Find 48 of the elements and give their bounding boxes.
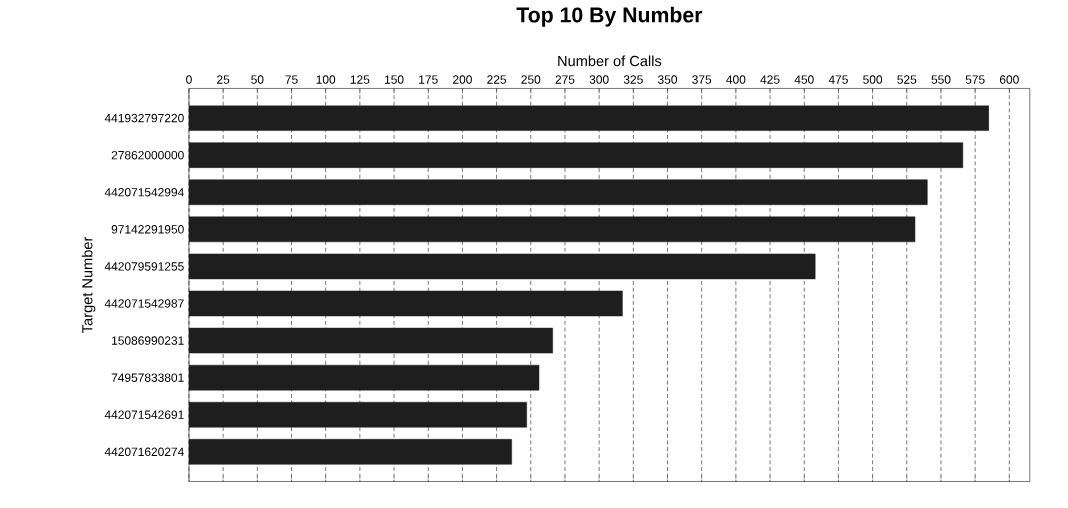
- x-tick-label: 250: [521, 75, 541, 84]
- x-tick-label: 450: [794, 75, 814, 84]
- chart-title: Top 10 By Number: [516, 6, 703, 27]
- x-tick-label: 325: [623, 75, 643, 84]
- y-tick-label: 97142291950: [111, 225, 184, 234]
- bar: [188, 142, 964, 168]
- x-tick-label: 500: [863, 75, 883, 84]
- y-tick-label: 442071542987: [104, 299, 184, 308]
- bar: [188, 439, 512, 465]
- y-tick-label: 442071620274: [104, 447, 184, 457]
- bar: [188, 179, 928, 206]
- x-tick-label: 400: [726, 75, 746, 84]
- x-tick-label: 125: [350, 75, 370, 84]
- x-tick-label: 525: [897, 75, 917, 84]
- y-tick-label: 441932797220: [104, 113, 184, 123]
- y-axis-title: Target Number: [81, 236, 96, 333]
- x-tick-label: 175: [419, 75, 438, 84]
- bar: [188, 290, 623, 317]
- x-tick-label: 0: [186, 75, 192, 84]
- x-tick-label: 350: [658, 75, 678, 84]
- x-tick-label: 300: [589, 75, 609, 84]
- x-tick-label: 575: [965, 75, 985, 84]
- x-tick-label: 475: [828, 75, 848, 84]
- bar: [188, 105, 990, 131]
- x-tick-label: 200: [453, 75, 472, 84]
- bar: [188, 253, 816, 280]
- y-tick-label: 27862000000: [111, 150, 184, 160]
- x-tick-label: 100: [316, 75, 336, 84]
- x-tick-label: 150: [385, 75, 404, 84]
- y-tick-label: 442071542994: [104, 188, 184, 197]
- x-tick-label: 275: [555, 75, 575, 84]
- x-axis-title: Number of Calls: [558, 55, 662, 67]
- x-tick-label: 600: [999, 75, 1019, 84]
- x-tick-label: 50: [251, 75, 264, 84]
- x-tick-label: 25: [217, 75, 230, 84]
- x-tick-label: 375: [692, 75, 712, 84]
- x-tick-label: 550: [931, 75, 951, 84]
- x-tick-label: 75: [285, 75, 298, 84]
- y-tick-label: 442071542691: [104, 410, 184, 419]
- x-tick-label: 425: [760, 75, 780, 84]
- y-tick-label: 15086990231: [112, 336, 184, 345]
- bar: [188, 402, 527, 428]
- x-tick-label: 225: [487, 75, 507, 84]
- y-tick-label: 442079591255: [104, 262, 184, 271]
- bar: [188, 364, 540, 391]
- bar: [188, 216, 916, 243]
- y-tick-label: 74957833801: [111, 373, 184, 382]
- bar: [188, 327, 553, 354]
